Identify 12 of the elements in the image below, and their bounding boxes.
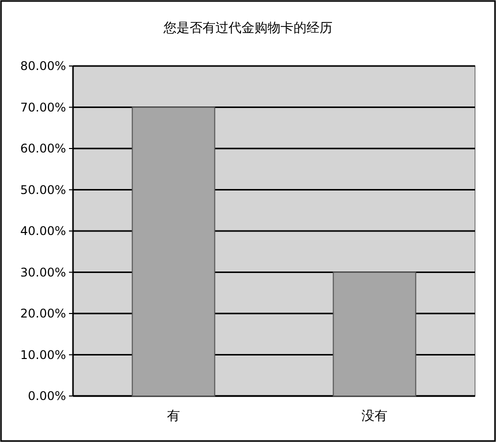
y-tick-label: 10.00% xyxy=(20,348,66,362)
x-tick-label: 没有 xyxy=(362,409,388,424)
y-tick-label: 80.00% xyxy=(20,59,66,73)
y-tick-label: 40.00% xyxy=(20,224,66,238)
y-tick-label: 30.00% xyxy=(20,265,66,280)
y-tick-label: 60.00% xyxy=(20,142,66,156)
y-tick-label: 70.00% xyxy=(20,100,66,114)
chart-title: 您是否有过代金购物卡的经历 xyxy=(162,21,332,36)
y-tick-label: 20.00% xyxy=(20,306,66,320)
y-tick-label: 0.00% xyxy=(28,389,66,403)
y-tick-label: 50.00% xyxy=(20,182,66,197)
x-tick-label: 有 xyxy=(167,409,180,424)
